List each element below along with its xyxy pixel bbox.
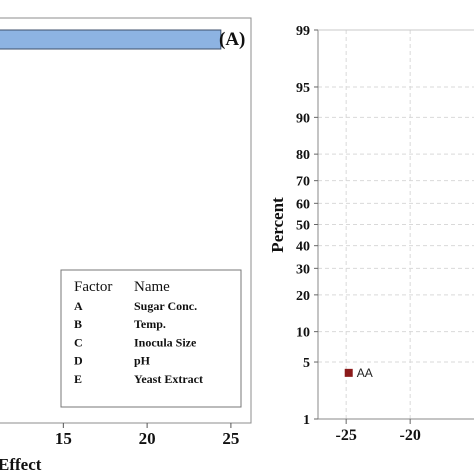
legend-factor-name: Temp. (134, 317, 166, 331)
normal-plot-y-tick-label: 5 (303, 356, 310, 371)
pareto-x-ticks: 15 20 25 (55, 423, 239, 448)
normal-plot-y-ticks: 99 95 90 80 70 60 50 40 30 20 10 5 1 (296, 24, 318, 428)
normal-plot-y-tick-label: 40 (296, 240, 310, 255)
legend-factor-name: pH (134, 354, 151, 368)
normal-plot-x-ticks: -25 -20 (335, 419, 421, 444)
normal-plot-y-tick-label: 20 (296, 289, 310, 304)
normal-plot-y-axis-label: Percent (268, 197, 287, 253)
normal-plot-x-tick-label: -20 (399, 427, 420, 444)
normal-plot-y-tick-label: 80 (296, 148, 310, 163)
pareto-bars (0, 29, 222, 50)
normal-plot-y-tick-label: 99 (296, 24, 310, 39)
factor-legend-box (60, 269, 242, 408)
legend-factor-code: C (74, 335, 83, 349)
legend-rows: A Sugar Conc. B Temp. C Inocula Size D pH E Yeast… (74, 299, 203, 386)
pareto-bar (0, 29, 222, 50)
legend-factor-code: B (74, 317, 82, 331)
legend-header-factor: Factor (74, 279, 112, 295)
pareto-x-tick-label: 20 (139, 429, 156, 448)
normal-plot-y-tick-label: 1 (303, 413, 310, 428)
legend-header-name: Name (134, 279, 170, 295)
normal-plot-panel: 99 95 90 80 70 60 50 40 30 20 10 5 1 -25 -20 AA Perce… (268, 24, 474, 444)
legend-factor-code: D (74, 354, 83, 368)
pareto-panel-label: (A) (219, 29, 245, 50)
normal-plot-y-tick-label: 95 (296, 81, 310, 96)
normal-plot-point-label: AA (357, 366, 373, 380)
normal-plot-y-tick-label: 50 (296, 219, 310, 234)
legend-factor-code: A (74, 299, 83, 313)
pareto-panel: (A) 15 20 25 Effect Factor Name A Sugar Con… (0, 17, 252, 474)
normal-plot-y-tick-label: 30 (296, 262, 310, 277)
pareto-x-tick-label: 25 (222, 429, 239, 448)
normal-plot-y-tick-label: 70 (296, 175, 310, 190)
pareto-x-axis-label: Effect (0, 455, 42, 474)
pareto-x-tick-label: 15 (55, 429, 72, 448)
legend-factor-name: Inocula Size (134, 335, 197, 349)
legend-factor-name: Sugar Conc. (134, 299, 197, 313)
factor-legend: Factor Name A Sugar Conc. B Temp. C Inocula S… (60, 269, 242, 408)
normal-plot-y-tick-label: 90 (296, 111, 310, 126)
normal-plot-x-tick-label: -25 (335, 427, 356, 444)
normal-plot-grid (318, 30, 474, 419)
normal-plot-y-tick-label: 60 (296, 197, 310, 212)
legend-factor-name: Yeast Extract (134, 372, 203, 386)
normal-plot-points: AA (344, 366, 373, 380)
legend-factor-code: E (74, 372, 82, 386)
normal-plot-y-tick-label: 10 (296, 326, 310, 341)
normal-plot-point (344, 368, 353, 377)
